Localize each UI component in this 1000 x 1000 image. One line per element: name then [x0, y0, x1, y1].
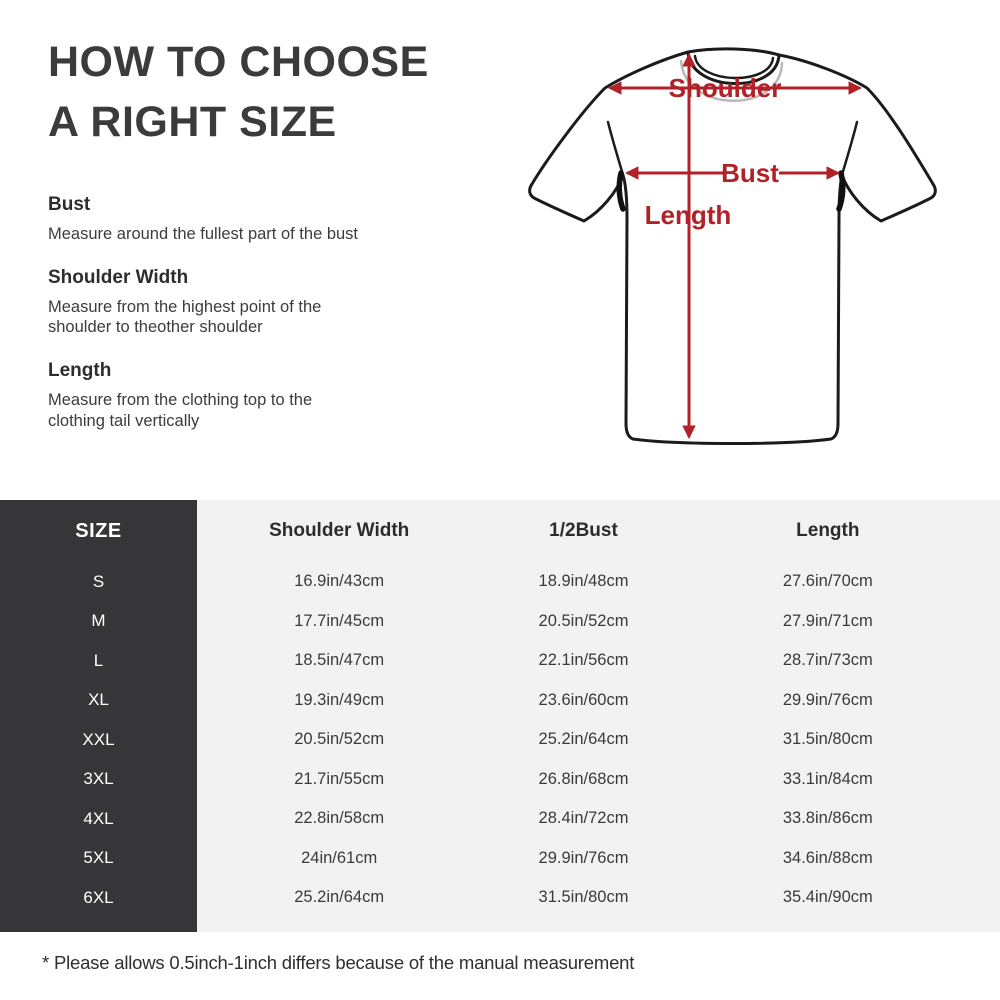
table-cell: 20.5in/52cm: [538, 611, 629, 630]
table-cell: 26.8in/68cm: [538, 769, 629, 788]
instruction-length: Length Measure from the clothing top to …: [48, 360, 488, 431]
table-cell: 22.1in/56cm: [538, 651, 629, 670]
half-bust-column-header: 1/2Bust: [549, 520, 618, 541]
table-cell: 23.6in/60cm: [538, 690, 629, 709]
right-armpit-accent: [836, 170, 846, 212]
table-cell: 28.7in/73cm: [782, 651, 873, 670]
instruction-shoulder-body: Measure from the highest point of the sh…: [48, 297, 322, 337]
page-title-line1: HOW TO CHOOSE: [48, 38, 429, 86]
size-table: SIZE S M L XL XXL 3XL 4XL 5XL 6XL Should…: [0, 500, 1000, 932]
table-cell: 20.5in/52cm: [294, 730, 385, 749]
instruction-length-body: Measure from the clothing top to the clo…: [48, 390, 313, 430]
size-label: 3XL: [83, 769, 114, 789]
instruction-length-heading: Length: [48, 359, 112, 381]
table-cell: 22.8in/58cm: [294, 809, 385, 828]
instruction-bust-body: Measure around the fullest part of the b…: [48, 225, 359, 243]
instruction-shoulder-width: Shoulder Width Measure from the highest …: [48, 267, 488, 338]
length-column-header: Length: [796, 520, 860, 541]
table-cell: 17.7in/45cm: [294, 611, 385, 630]
shoulder-width-column-header: Shoulder Width: [269, 520, 410, 541]
page-title: HOW TO CHOOSE A RIGHT SIZE: [48, 32, 488, 152]
table-cell: 18.9in/48cm: [538, 572, 629, 591]
table-cell: 33.1in/84cm: [782, 769, 873, 788]
tshirt-outline: [528, 50, 937, 445]
instruction-shoulder-heading: Shoulder Width: [48, 266, 189, 288]
page-title-line2: A RIGHT SIZE: [48, 98, 337, 146]
half-bust-column: 1/2Bust 18.9in/48cm 20.5in/52cm 22.1in/5…: [461, 500, 705, 932]
size-label: M: [91, 611, 106, 631]
shoulder-width-column: Shoulder Width 16.9in/43cm 17.7in/45cm 1…: [217, 500, 461, 932]
size-table-size-column: SIZE S M L XL XXL 3XL 4XL 5XL 6XL: [0, 500, 197, 932]
size-guide-intro: HOW TO CHOOSE A RIGHT SIZE Bust Measure …: [48, 32, 488, 431]
table-cell: 33.8in/86cm: [782, 809, 873, 828]
size-label: XXL: [82, 729, 115, 749]
table-cell: 24in/61cm: [301, 848, 378, 867]
bust-arrow-label: Bust: [721, 158, 779, 188]
length-column: Length 27.6in/70cm 27.9in/71cm 28.7in/73…: [706, 500, 950, 932]
table-cell: 18.5in/47cm: [294, 651, 385, 670]
left-armpit-accent: [616, 170, 626, 212]
table-cell: 21.7in/55cm: [294, 769, 385, 788]
table-cell: 19.3in/49cm: [294, 690, 385, 709]
shoulder-arrow-label: Shoulder: [669, 73, 782, 103]
size-label: L: [93, 650, 104, 670]
size-label: 4XL: [83, 808, 114, 828]
table-cell: 28.4in/72cm: [538, 809, 629, 828]
table-cell: 27.9in/71cm: [782, 611, 873, 630]
table-cell: 31.5in/80cm: [538, 888, 629, 907]
table-cell: 25.2in/64cm: [538, 730, 629, 749]
size-table-data-area: Shoulder Width 16.9in/43cm 17.7in/45cm 1…: [197, 500, 1000, 932]
table-cell: 25.2in/64cm: [294, 888, 385, 907]
table-cell: 16.9in/43cm: [294, 572, 385, 591]
table-cell: 29.9in/76cm: [782, 690, 873, 709]
table-cell: 35.4in/90cm: [782, 888, 873, 907]
footnote: * Please allows 0.5inch-1inch differs be…: [42, 952, 635, 973]
size-label: XL: [88, 690, 109, 710]
size-label: 6XL: [83, 887, 114, 907]
instruction-bust: Bust Measure around the fullest part of …: [48, 194, 488, 245]
tshirt-measurement-diagram: Shoulder Bust Length: [528, 47, 937, 445]
size-label: 5XL: [83, 848, 114, 868]
size-label: S: [92, 571, 105, 591]
table-cell: 31.5in/80cm: [782, 730, 873, 749]
instruction-bust-heading: Bust: [48, 194, 91, 215]
table-cell: 34.6in/88cm: [782, 848, 873, 867]
length-arrow-label: Length: [645, 200, 732, 230]
table-cell: 27.6in/70cm: [782, 572, 873, 591]
size-column-header: SIZE: [75, 519, 122, 542]
table-cell: 29.9in/76cm: [538, 848, 629, 867]
measure-instructions: Bust Measure around the fullest part of …: [48, 194, 488, 431]
collar-back-line: [686, 47, 781, 57]
collar-inner-line: [693, 54, 775, 80]
